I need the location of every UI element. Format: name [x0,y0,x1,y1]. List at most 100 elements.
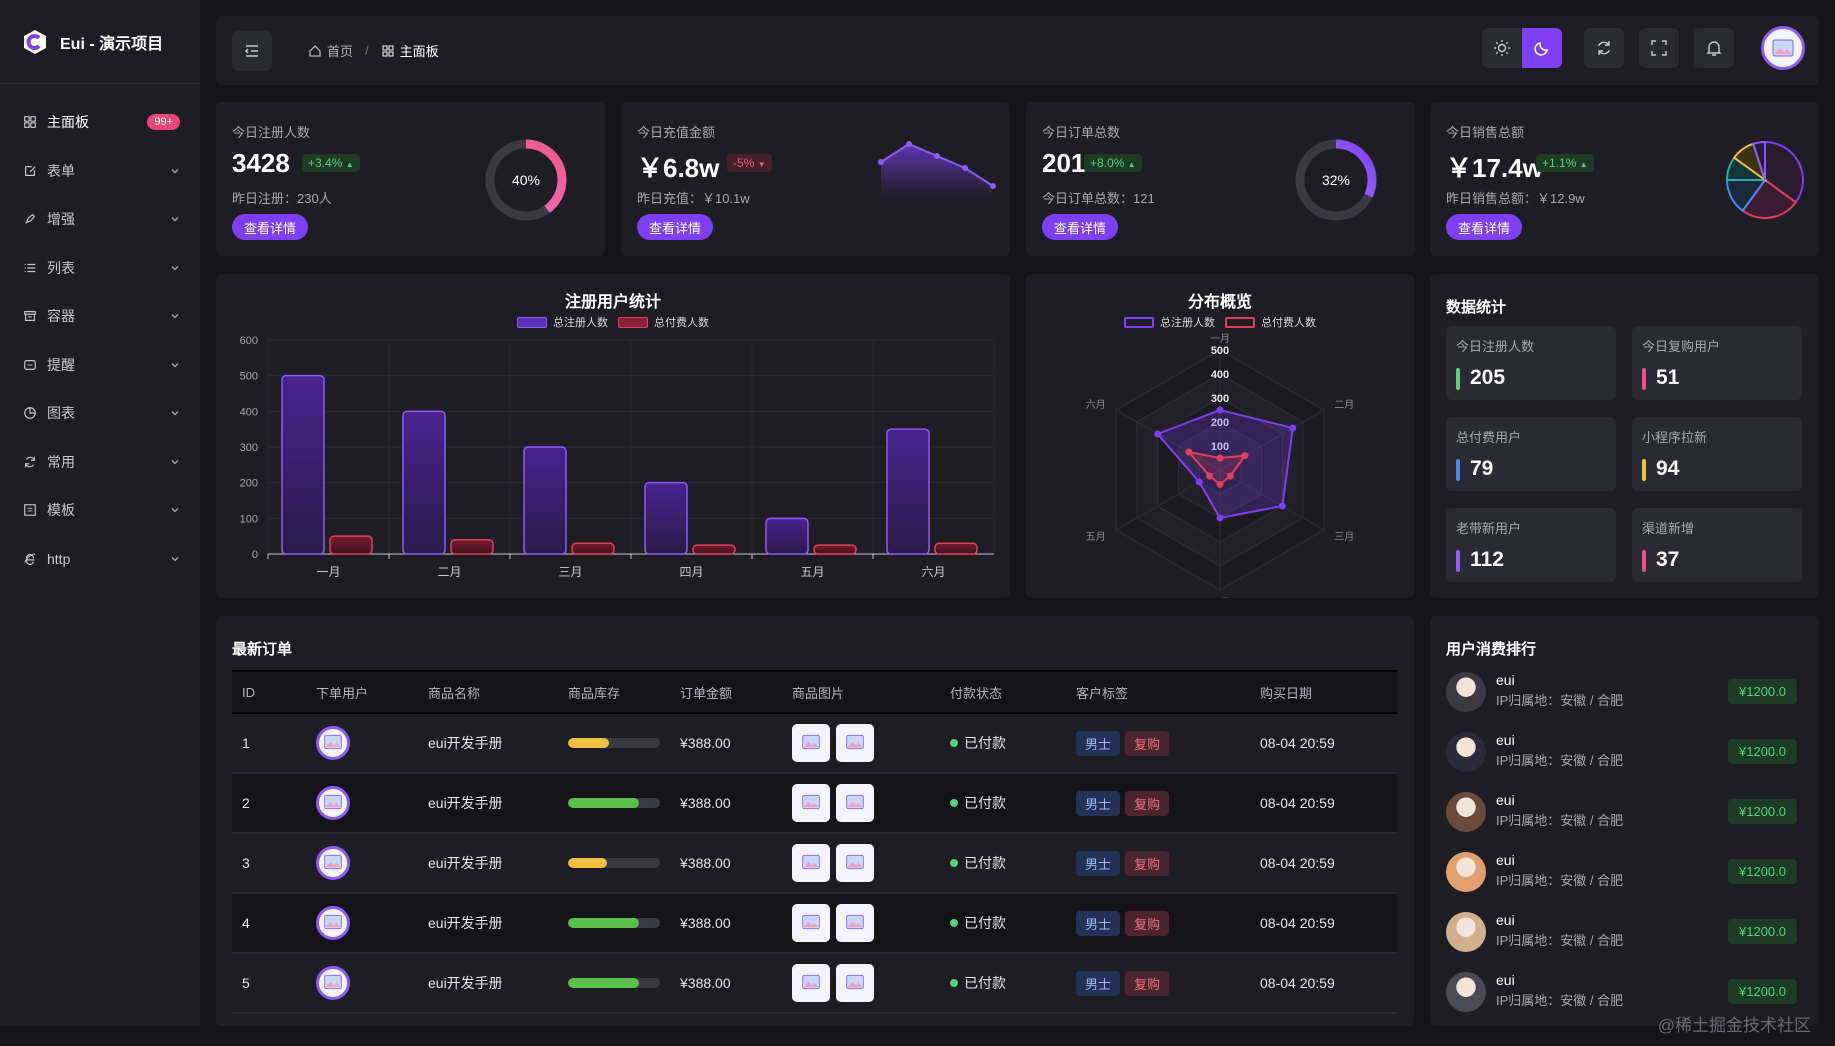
user-avatar[interactable] [316,906,350,940]
area-point[interactable] [990,183,996,189]
sidebar-item-1[interactable]: 表单 [0,147,200,196]
area-point[interactable] [906,141,912,147]
view-details-button[interactable]: 查看详情 [637,214,714,240]
sidebar-item-6[interactable]: 图表 [0,389,200,438]
radar-point[interactable] [1206,472,1214,480]
radar-point[interactable] [1216,454,1224,462]
ranking-item[interactable]: eui IP归属地：安徽 / 合肥 ¥1200.0 [1446,844,1806,904]
dashboard-icon [22,114,38,130]
product-image[interactable] [792,844,830,882]
breadcrumb-home[interactable]: 首页 [327,44,354,59]
sidebar-item-2[interactable]: 增强 [0,195,200,244]
product-image[interactable] [836,964,874,1002]
bar[interactable] [450,538,494,555]
user-avatar[interactable] [316,786,350,820]
radar-indicator-label: 五月 [1086,531,1106,543]
radar-point[interactable] [1241,452,1249,460]
data-stat-box: 今日注册人数 205 [1446,326,1616,400]
bar[interactable] [765,517,809,555]
pie-slice[interactable] [1764,140,1804,204]
pie-slice[interactable] [1751,140,1766,181]
dark-theme-button[interactable] [1522,28,1562,68]
legend-item-paid[interactable]: 总付费人数 [618,314,709,330]
bar[interactable] [886,428,930,555]
notifications-button[interactable] [1694,28,1734,68]
bar[interactable] [692,544,736,555]
legend-item-registered[interactable]: 总注册人数 [517,314,608,330]
change-value: +1.1% [1542,156,1577,170]
radar-point[interactable] [1216,406,1224,414]
user-avatar[interactable] [316,846,350,880]
user-avatar[interactable] [316,966,350,1000]
sidebar-item-9[interactable]: http [0,535,200,584]
collapse-menu-button[interactable] [232,30,272,71]
pie-slice[interactable] [1741,178,1798,219]
product-image[interactable] [792,964,830,1002]
sidebar-item-8[interactable]: 模板 [0,486,200,535]
product-image[interactable] [836,904,874,942]
table-row[interactable]: 1 eui开发手册 ¥388.00 已付款 男士 复购 08-04 20:59 [232,713,1397,773]
app-title: Eui - 演示项目 [60,35,164,53]
logo-icon [24,29,46,54]
product-image[interactable] [792,724,830,762]
radar-point[interactable] [1216,480,1224,488]
view-details-button[interactable]: 查看详情 [1446,214,1523,240]
legend-swatch [618,316,648,328]
ranking-user-name: eui [1496,792,1515,808]
legend-label: 总付费人数 [1261,317,1316,329]
product-image[interactable] [792,784,830,822]
radar-point[interactable] [1226,472,1234,480]
customer-tags: 男士 复购 [1066,833,1250,893]
table-row[interactable]: 3 eui开发手册 ¥388.00 已付款 男士 复购 08-04 20:59 [232,833,1397,893]
bar[interactable] [281,374,325,555]
radar-point[interactable] [1154,430,1162,438]
logo[interactable]: Eui - 演示项目 [0,0,200,84]
bar[interactable] [329,535,373,555]
ranking-item[interactable]: eui IP归属地：安徽 / 合肥 ¥1200.0 [1446,904,1806,964]
fullscreen-button[interactable] [1639,28,1679,68]
bar[interactable] [523,446,567,555]
light-theme-button[interactable] [1482,28,1522,68]
sidebar-item-7[interactable]: 常用 [0,438,200,487]
radar-point[interactable] [1195,478,1203,486]
ranking-item[interactable]: eui IP归属地：安徽 / 合肥 ¥1200.0 [1446,964,1806,1024]
area-point[interactable] [934,153,940,159]
legend-item-registered[interactable]: 总注册人数 [1124,314,1215,330]
sidebar-item-5[interactable]: 提醒 [0,341,200,390]
product-image[interactable] [792,904,830,942]
sidebar-item-3[interactable]: 列表 [0,244,200,293]
user-avatar[interactable] [316,726,350,760]
area-point[interactable] [878,159,884,165]
radar-indicator-label: 三月 [1334,531,1354,543]
product-image[interactable] [836,784,874,822]
view-details-button[interactable]: 查看详情 [232,214,309,240]
bar[interactable] [934,542,978,555]
product-image[interactable] [836,844,874,882]
payment-status: 已付款 [964,915,1006,931]
ranking-item[interactable]: eui IP归属地：安徽 / 合肥 ¥1200.0 [1446,784,1806,844]
bar[interactable] [571,542,615,555]
product-image[interactable] [836,724,874,762]
change-badge: +8.0% ▲ [1084,154,1142,172]
legend-item-paid[interactable]: 总付费人数 [1225,314,1316,330]
sidebar-item-0[interactable]: 主面板 99+ [0,98,200,147]
product-name: eui开发手册 [428,975,503,991]
bar[interactable] [644,481,688,555]
bar[interactable] [813,544,857,555]
radar-point[interactable] [1289,424,1297,432]
refresh-button[interactable] [1584,28,1624,68]
area-point[interactable] [962,165,968,171]
radar-point[interactable] [1185,448,1193,456]
table-row[interactable]: 5 eui开发手册 ¥388.00 已付款 男士 复购 08-04 20:59 [232,953,1397,1013]
ranking-item[interactable]: eui IP归属地：安徽 / 合肥 ¥1200.0 [1446,664,1806,724]
table-row[interactable]: 2 eui开发手册 ¥388.00 已付款 男士 复购 08-04 20:59 [232,773,1397,833]
radar-chart-legend: 总注册人数 总付费人数 [1026,314,1414,330]
table-row[interactable]: 4 eui开发手册 ¥388.00 已付款 男士 复购 08-04 20:59 [232,893,1397,953]
bar[interactable] [402,410,446,555]
ranking-item[interactable]: eui IP归属地：安徽 / 合肥 ¥1200.0 [1446,724,1806,784]
user-avatar[interactable] [1761,26,1805,70]
radar-point[interactable] [1216,514,1224,522]
sidebar-item-4[interactable]: 容器 [0,292,200,341]
view-details-button[interactable]: 查看详情 [1042,214,1119,240]
radar-point[interactable] [1278,502,1286,510]
